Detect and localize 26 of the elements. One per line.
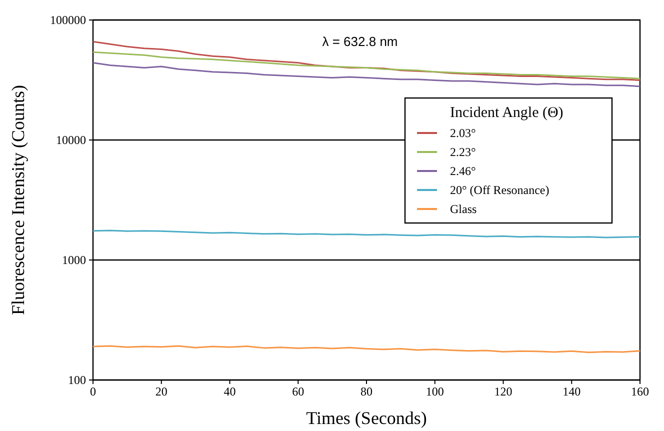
line-series: [92, 230, 641, 238]
legend-label: 2.03°: [450, 126, 476, 140]
x-tick-label: 20: [155, 384, 168, 399]
x-tick-label: 80: [360, 384, 372, 399]
legend-label: Glass: [450, 202, 477, 216]
x-tick-label: 60: [292, 384, 304, 399]
y-tick-label: 10000: [56, 132, 86, 147]
legend-label: 20° (Off Resonance): [450, 183, 550, 197]
line-series: [92, 51, 641, 80]
legend-label: 2.23°: [450, 145, 476, 159]
x-tick-label: 0: [90, 384, 96, 399]
line-series: [92, 345, 641, 354]
y-tick-label: 100000: [50, 12, 86, 27]
legend-label: 2.46°: [450, 164, 476, 178]
x-axis-title: Times (Seconds): [306, 408, 427, 428]
line-series: [92, 62, 641, 88]
x-tick-label: 120: [494, 384, 512, 399]
annotation: λ = 632.8 nm: [322, 34, 398, 49]
x-tick-label: 140: [562, 384, 581, 399]
x-tick-label: 160: [631, 384, 649, 399]
y-tick-label: 100: [68, 372, 86, 387]
y-axis-title: Fluorescence Intensity (Counts): [8, 85, 28, 315]
x-tick-label: 40: [224, 384, 236, 399]
y-tick-label: 1000: [62, 252, 86, 267]
legend-title: Incident Angle (Θ): [450, 105, 564, 121]
x-tick-label: 100: [426, 384, 444, 399]
